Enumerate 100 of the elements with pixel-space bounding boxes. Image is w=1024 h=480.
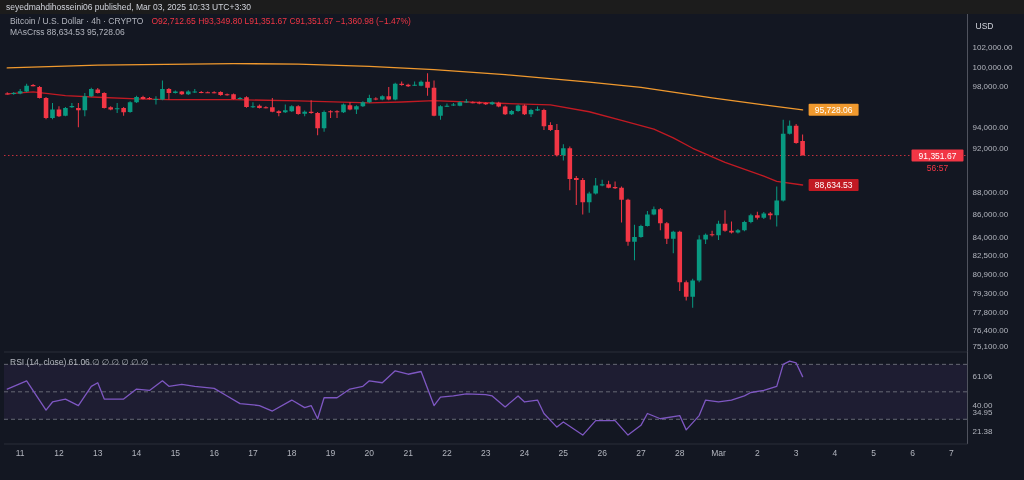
candlestick <box>658 208 663 231</box>
y-tick-label: 61.06 <box>972 372 994 382</box>
candlestick <box>354 105 359 114</box>
candlestick <box>270 97 275 113</box>
candlestick <box>767 211 773 220</box>
candlestick <box>334 110 340 119</box>
candlestick <box>761 211 767 219</box>
candlestick <box>438 105 443 120</box>
candlestick <box>645 210 650 227</box>
candlestick <box>386 87 392 101</box>
candlestick <box>244 96 249 108</box>
ref-line-label: 91,351.67 <box>918 150 957 161</box>
candlestick <box>231 93 236 100</box>
x-tick-label: Mar <box>711 448 727 458</box>
candlestick <box>121 106 126 116</box>
candlestick <box>63 106 68 117</box>
candlestick <box>263 106 269 109</box>
candlestick <box>237 96 243 100</box>
line-series <box>6 360 804 436</box>
y-tick-label: 21.38 <box>972 426 994 436</box>
candlestick <box>735 229 741 234</box>
x-tick-label: 2 <box>754 448 760 458</box>
x-tick-label: 5 <box>871 448 877 458</box>
candlestick <box>774 186 780 227</box>
candlestick <box>509 110 514 115</box>
candlestick <box>153 96 159 105</box>
y-tick-label: 100,000.00 <box>972 62 1014 72</box>
x-tick-label: 26 <box>597 448 608 458</box>
candlestick <box>457 101 463 107</box>
candlestick <box>160 80 165 101</box>
candlestick <box>50 102 55 120</box>
candlestick <box>166 88 172 100</box>
candlestick <box>308 100 314 114</box>
x-tick-label: 18 <box>287 448 297 458</box>
y-tick-label: 80,900.00 <box>972 269 1009 279</box>
chart-title: Bitcoin / U.S. Dollar · 4h · CRYPTO <box>10 16 144 26</box>
candlestick <box>787 120 792 135</box>
x-tick-label: 17 <box>248 448 258 458</box>
y-tick-label: 102,000.00 <box>972 43 1014 53</box>
line-series <box>6 91 804 186</box>
candlestick <box>670 230 676 254</box>
candlestick <box>399 81 404 86</box>
y-tick-label: 92,000.00 <box>972 144 1009 154</box>
x-tick-label: 6 <box>910 448 916 458</box>
x-tick-label: 11 <box>15 448 25 458</box>
candlestick <box>522 104 527 115</box>
candlestick <box>664 222 670 244</box>
candlestick <box>276 110 282 117</box>
candlestick <box>548 122 553 131</box>
candlestick <box>451 102 456 106</box>
x-tick-label: 27 <box>636 448 646 458</box>
candlestick <box>573 176 579 206</box>
candlestick <box>302 110 307 117</box>
candlestick <box>586 191 592 213</box>
y-tick-label: 76,400.00 <box>972 325 1009 335</box>
candlestick <box>218 91 223 96</box>
candlestick <box>250 102 256 108</box>
y-tick-label: 75,100.00 <box>972 342 1009 352</box>
y-axis-title: USD <box>975 21 994 31</box>
candlestick <box>89 87 94 97</box>
candlestick <box>140 95 146 100</box>
y-tick-label: 86,000.00 <box>972 209 1009 219</box>
candlestick <box>95 88 101 94</box>
y-tick-label: 94,000.00 <box>972 123 1009 133</box>
x-tick-label: 15 <box>170 448 181 458</box>
x-tick-label: 14 <box>131 448 142 458</box>
candlestick <box>367 94 372 103</box>
x-tick-label: 3 <box>793 448 799 458</box>
candlestick <box>683 280 689 301</box>
x-tick-label: 20 <box>364 448 375 458</box>
candlestick <box>134 95 139 103</box>
candlestick <box>722 210 728 232</box>
candlestick <box>703 233 708 244</box>
candlestick <box>619 186 624 223</box>
candlestick <box>315 112 320 136</box>
candlestick <box>593 177 598 195</box>
candlestick <box>360 101 366 107</box>
candlestick <box>677 230 683 291</box>
x-tick-label: 22 <box>442 448 452 458</box>
y-tick-label: 82,500.00 <box>972 250 1009 260</box>
candlestick <box>211 91 217 94</box>
candlestick <box>341 103 346 113</box>
candlestick <box>690 278 695 308</box>
candlestick <box>295 105 301 115</box>
candlestick <box>412 81 417 87</box>
candlestick <box>561 144 566 161</box>
candlestick <box>4 92 10 95</box>
x-tick-label: 21 <box>403 448 414 458</box>
candlestick <box>418 80 424 87</box>
annotation: 88,634.53 <box>814 180 853 190</box>
candlestick <box>464 98 469 103</box>
y-tick-label: 84,000.00 <box>972 232 1009 242</box>
x-tick-label: 28 <box>675 448 685 458</box>
x-tick-label: 12 <box>54 448 64 458</box>
annotation: MAsCrss 88,634.53 95,728.06 <box>10 27 126 37</box>
annotation: 56:57 <box>926 162 949 173</box>
candlestick <box>470 101 476 104</box>
candlestick <box>580 177 586 215</box>
y-tick-label: 98,000.00 <box>972 82 1009 92</box>
candlestick <box>76 102 81 128</box>
